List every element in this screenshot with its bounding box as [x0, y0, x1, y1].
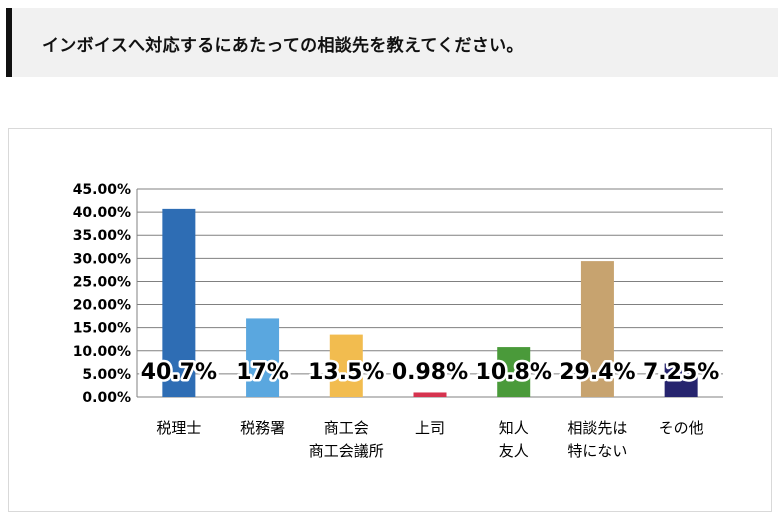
data-label: 13.5%	[308, 360, 384, 385]
bar	[246, 318, 280, 397]
category-label: 友人	[499, 442, 529, 460]
category-label: 知人	[499, 419, 529, 437]
bar	[329, 334, 363, 397]
question-text: インボイスへ対応するにあたっての相談先を教えてください。	[42, 36, 524, 56]
category-label: 商工会議所	[309, 442, 384, 460]
bar	[162, 208, 196, 397]
data-label: 17%	[236, 360, 289, 385]
y-tick-label: 15.00%	[73, 321, 131, 337]
data-label: 7.25%	[643, 360, 719, 385]
category-label: 商工会	[324, 419, 369, 437]
category-label: その他	[659, 419, 704, 437]
y-tick-label: 20.00%	[73, 298, 131, 314]
chart-container: 0.00% 5.00% 10.00% 15.00% 20.00% 25.00% 30.00%…	[8, 128, 772, 512]
y-tick-label: 35.00%	[73, 228, 131, 244]
data-label: 10.8%	[476, 360, 552, 385]
category-label: 相談先は	[567, 419, 627, 437]
bar-chart: 0.00% 5.00% 10.00% 15.00% 20.00% 25.00% 30.00%…	[73, 182, 723, 460]
bar	[413, 392, 447, 397]
data-label: 40.7%	[141, 360, 217, 385]
category-label: 特にない	[567, 442, 627, 460]
y-tick-label: 40.00%	[73, 205, 131, 221]
y-tick-label: 45.00%	[73, 182, 131, 198]
y-tick-label: 30.00%	[73, 251, 131, 267]
data-label: 0.98%	[392, 360, 468, 385]
category-label: 税務署	[240, 419, 285, 437]
bar	[664, 363, 698, 397]
y-tick-label: 5.00%	[82, 367, 131, 383]
data-label: 29.4%	[559, 360, 635, 385]
y-tick-label: 0.00%	[82, 390, 131, 406]
category-label: 上司	[415, 419, 445, 437]
bar	[580, 261, 614, 397]
category-label: 税理士	[156, 419, 201, 437]
question-header: インボイスへ対応するにあたっての相談先を教えてください。	[6, 8, 778, 77]
y-tick-label: 25.00%	[73, 274, 131, 290]
bar	[497, 347, 531, 397]
y-tick-label: 10.00%	[73, 344, 131, 360]
